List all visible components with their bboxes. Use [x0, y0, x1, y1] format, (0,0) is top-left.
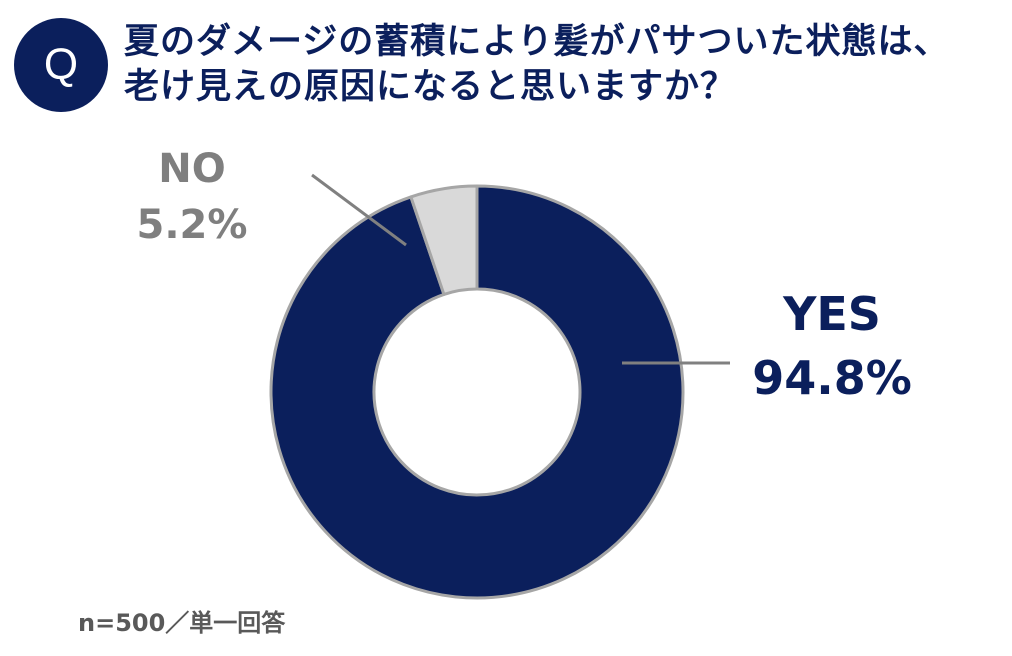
- slice-label-yes: YES: [782, 287, 881, 341]
- question-badge: Q: [14, 18, 108, 112]
- leader-line-no: [311, 173, 407, 247]
- question-text: 夏のダメージの蓄積により髪がパサついた状態は、 老け見えの原因になると思いますか…: [124, 20, 1000, 110]
- sample-size-note: n=500／単一回答: [78, 609, 286, 637]
- slice-value-label-no: 5.2%: [137, 202, 248, 248]
- slice-value-label-yes: 94.8%: [752, 351, 912, 405]
- donut-slice-no: [409, 184, 479, 296]
- donut-slice-yes: [269, 184, 685, 600]
- question-line-1: 夏のダメージの蓄積により髪がパサついた状態は、: [124, 22, 950, 62]
- slice-label-no: NO: [158, 146, 225, 192]
- question-badge-letter: Q: [43, 40, 79, 89]
- question-line-2: 老け見えの原因になると思いますか？: [124, 67, 737, 107]
